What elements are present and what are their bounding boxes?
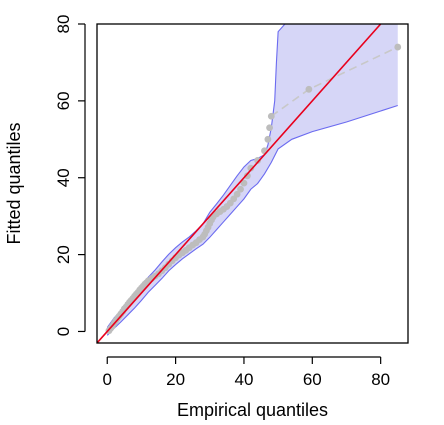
y-tick-label: 60 xyxy=(54,91,73,110)
y-tick-label: 40 xyxy=(54,168,73,187)
data-point xyxy=(247,164,255,172)
band-layer xyxy=(106,24,398,336)
x-tick-label: 20 xyxy=(166,370,185,389)
data-point xyxy=(305,85,313,93)
data-point xyxy=(233,190,241,198)
y-axis-label: Fitted quantiles xyxy=(4,122,24,244)
x-tick-label: 80 xyxy=(371,370,390,389)
x-tick-label: 40 xyxy=(234,370,253,389)
data-point xyxy=(394,43,402,51)
x-tick-label: 0 xyxy=(103,370,112,389)
reference-line xyxy=(97,24,382,343)
data-point xyxy=(254,157,262,164)
y-axis: 0 20 40 60 80 xyxy=(54,15,86,336)
data-point xyxy=(237,185,244,193)
data-point xyxy=(243,172,251,180)
reference-line-layer xyxy=(97,24,382,343)
y-tick-label: 0 xyxy=(54,327,73,336)
x-axis-label: Empirical quantiles xyxy=(177,400,328,420)
points-layer xyxy=(105,43,402,335)
plot-frame xyxy=(96,23,409,344)
confidence-band xyxy=(107,24,398,336)
band-lower-edge xyxy=(106,104,398,336)
data-point xyxy=(267,112,275,120)
y-tick-label: 80 xyxy=(54,15,73,34)
x-axis: 0 20 40 60 80 xyxy=(103,356,390,389)
data-point xyxy=(264,135,272,143)
y-tick-label: 20 xyxy=(54,245,73,264)
data-point xyxy=(240,179,248,187)
data-point xyxy=(266,124,273,132)
x-tick-label: 60 xyxy=(303,370,322,389)
